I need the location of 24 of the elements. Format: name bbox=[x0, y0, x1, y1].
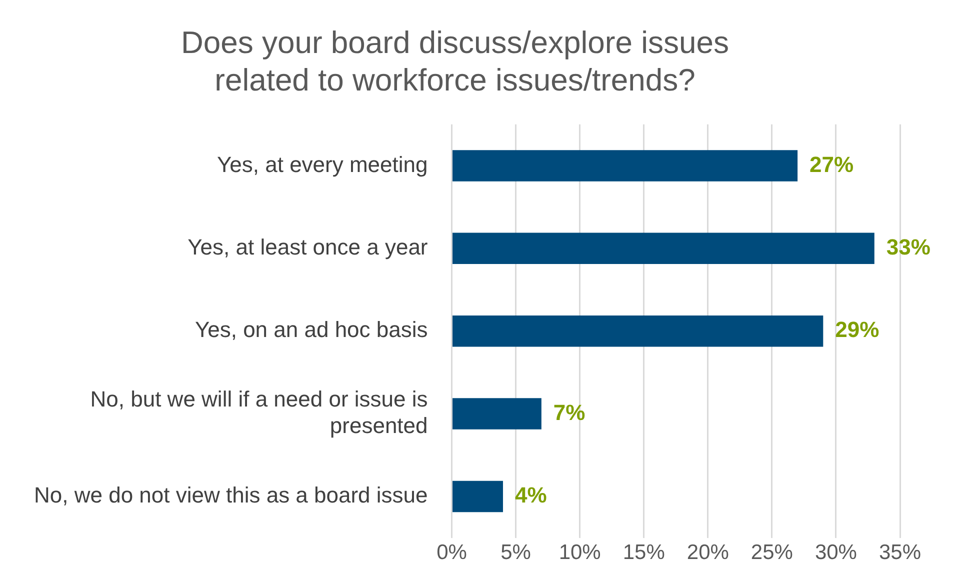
data-label: 27% bbox=[810, 152, 854, 177]
bar bbox=[452, 315, 824, 347]
bar bbox=[452, 232, 874, 264]
x-tick-label: 20% bbox=[686, 541, 729, 564]
y-tick-label: Yes, on an ad hoc basis bbox=[194, 317, 428, 342]
y-tick-label: Yes, at every meeting bbox=[217, 152, 428, 177]
bar bbox=[452, 150, 798, 182]
data-label: 33% bbox=[886, 234, 930, 260]
data-label: 7% bbox=[553, 400, 586, 425]
x-tick-label: 0% bbox=[436, 541, 467, 564]
y-tick-label: Yes, at least once a year bbox=[188, 234, 428, 260]
data-label: 29% bbox=[835, 317, 880, 342]
y-tick-label: No, we do not view this as a board issue bbox=[34, 482, 428, 508]
x-tick-label: 5% bbox=[500, 541, 531, 564]
bar bbox=[452, 398, 542, 430]
bar bbox=[452, 480, 503, 512]
data-label: 4% bbox=[514, 482, 547, 508]
x-tick-label: 30% bbox=[814, 541, 857, 564]
x-tick-label: 25% bbox=[750, 541, 793, 564]
x-tick-label: 10% bbox=[558, 541, 601, 564]
x-tick-label: 15% bbox=[622, 541, 665, 564]
x-tick-label: 35% bbox=[878, 541, 922, 564]
chart-title: Does your board discuss/explore issues related to workforce issues/trends? bbox=[181, 25, 729, 98]
y-tick-label: No, but we will if a need or issue is presented bbox=[90, 386, 428, 438]
